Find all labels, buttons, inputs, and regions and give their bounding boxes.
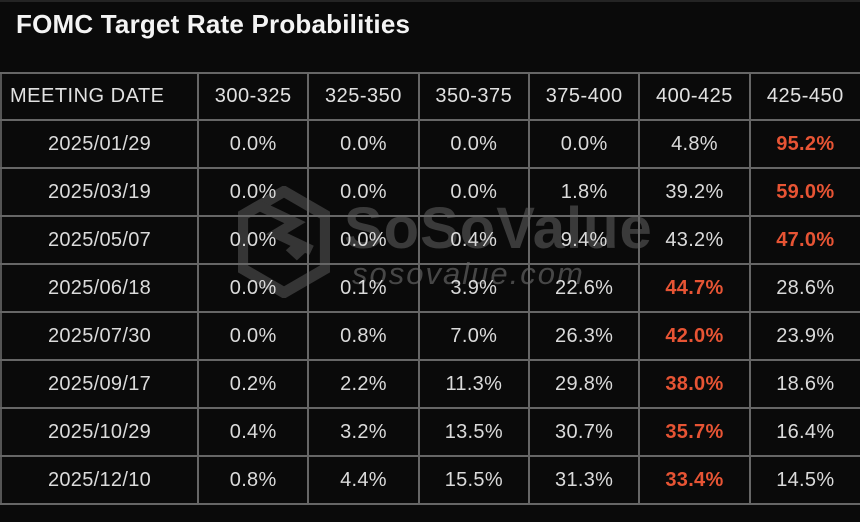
probability-cell: 4.8% — [638, 119, 751, 169]
table-row: 2025/12/10 0.8% 4.4% 15.5% 31.3% 33.4% 1… — [0, 455, 860, 505]
probability-cell: 39.2% — [638, 167, 751, 217]
table-row: 2025/09/17 0.2% 2.2% 11.3% 29.8% 38.0% 1… — [0, 359, 860, 409]
table-row: 2025/07/30 0.0% 0.8% 7.0% 26.3% 42.0% 23… — [0, 311, 860, 361]
date-cell: 2025/10/29 — [0, 407, 199, 457]
probability-cell: 0.0% — [196, 119, 310, 169]
probability-cell: 33.4% — [638, 455, 751, 505]
probability-cell: 0.0% — [196, 215, 310, 265]
header-rate-bucket: 325-350 — [307, 72, 420, 121]
probability-cell: 1.8% — [527, 167, 641, 217]
date-cell: 2025/01/29 — [0, 119, 199, 169]
probability-cell: 15.5% — [417, 455, 530, 505]
probability-cell: 0.0% — [417, 119, 530, 169]
probability-cell: 4.4% — [307, 455, 420, 505]
header-rate-bucket: 300-325 — [196, 72, 310, 121]
header-rate-bucket: 350-375 — [417, 72, 530, 121]
probability-cell: 0.0% — [307, 215, 420, 265]
probability-cell: 0.2% — [196, 359, 310, 409]
probability-cell: 0.1% — [307, 263, 420, 313]
probability-cell: 22.6% — [527, 263, 641, 313]
probability-cell: 30.7% — [527, 407, 641, 457]
probability-cell: 0.4% — [196, 407, 310, 457]
date-cell: 2025/09/17 — [0, 359, 199, 409]
probability-cell: 29.8% — [527, 359, 641, 409]
probability-cell: 0.0% — [196, 311, 310, 361]
header-rate-bucket: 375-400 — [527, 72, 641, 121]
probability-cell: 47.0% — [748, 215, 860, 265]
date-cell: 2025/12/10 — [0, 455, 199, 505]
date-cell: 2025/03/19 — [0, 167, 199, 217]
date-cell: 2025/07/30 — [0, 311, 199, 361]
probability-cell: 0.8% — [307, 311, 420, 361]
rate-probabilities-table: MEETING DATE 300-325 325-350 350-375 375… — [0, 72, 860, 505]
probability-cell: 28.6% — [748, 263, 860, 313]
probability-cell: 0.0% — [417, 167, 530, 217]
probability-cell: 42.0% — [638, 311, 751, 361]
table-row: 2025/10/29 0.4% 3.2% 13.5% 30.7% 35.7% 1… — [0, 407, 860, 457]
probability-cell: 13.5% — [417, 407, 530, 457]
probability-cell: 0.0% — [196, 263, 310, 313]
probability-cell: 3.9% — [417, 263, 530, 313]
probability-cell: 26.3% — [527, 311, 641, 361]
table-row: 2025/06/18 0.0% 0.1% 3.9% 22.6% 44.7% 28… — [0, 263, 860, 313]
probability-cell: 0.8% — [196, 455, 310, 505]
probability-cell: 0.0% — [196, 167, 310, 217]
probability-cell: 38.0% — [638, 359, 751, 409]
probability-cell: 31.3% — [527, 455, 641, 505]
probability-cell: 95.2% — [748, 119, 860, 169]
probability-cell: 35.7% — [638, 407, 751, 457]
header-rate-bucket: 425-450 — [748, 72, 860, 121]
probability-cell: 16.4% — [748, 407, 860, 457]
probability-cell: 7.0% — [417, 311, 530, 361]
probability-cell: 14.5% — [748, 455, 860, 505]
date-cell: 2025/06/18 — [0, 263, 199, 313]
probability-cell: 44.7% — [638, 263, 751, 313]
date-cell: 2025/05/07 — [0, 215, 199, 265]
probability-cell: 0.0% — [307, 167, 420, 217]
page-title: FOMC Target Rate Probabilities — [16, 9, 411, 39]
header-rate-bucket: 400-425 — [638, 72, 751, 121]
probability-cell: 0.4% — [417, 215, 530, 265]
table-header-row: MEETING DATE 300-325 325-350 350-375 375… — [0, 72, 860, 121]
probability-cell: 2.2% — [307, 359, 420, 409]
probability-cell: 0.0% — [527, 119, 641, 169]
header-meeting-date: MEETING DATE — [0, 72, 199, 121]
probability-cell: 18.6% — [748, 359, 860, 409]
probability-cell: 43.2% — [638, 215, 751, 265]
probability-cell: 11.3% — [417, 359, 530, 409]
probability-cell: 9.4% — [527, 215, 641, 265]
probability-cell: 59.0% — [748, 167, 860, 217]
table-row: 2025/01/29 0.0% 0.0% 0.0% 0.0% 4.8% 95.2… — [0, 119, 860, 169]
table-row: 2025/03/19 0.0% 0.0% 0.0% 1.8% 39.2% 59.… — [0, 167, 860, 217]
table-row: 2025/05/07 0.0% 0.0% 0.4% 9.4% 43.2% 47.… — [0, 215, 860, 265]
probability-cell: 0.0% — [307, 119, 420, 169]
probability-cell: 23.9% — [748, 311, 860, 361]
probability-cell: 3.2% — [307, 407, 420, 457]
